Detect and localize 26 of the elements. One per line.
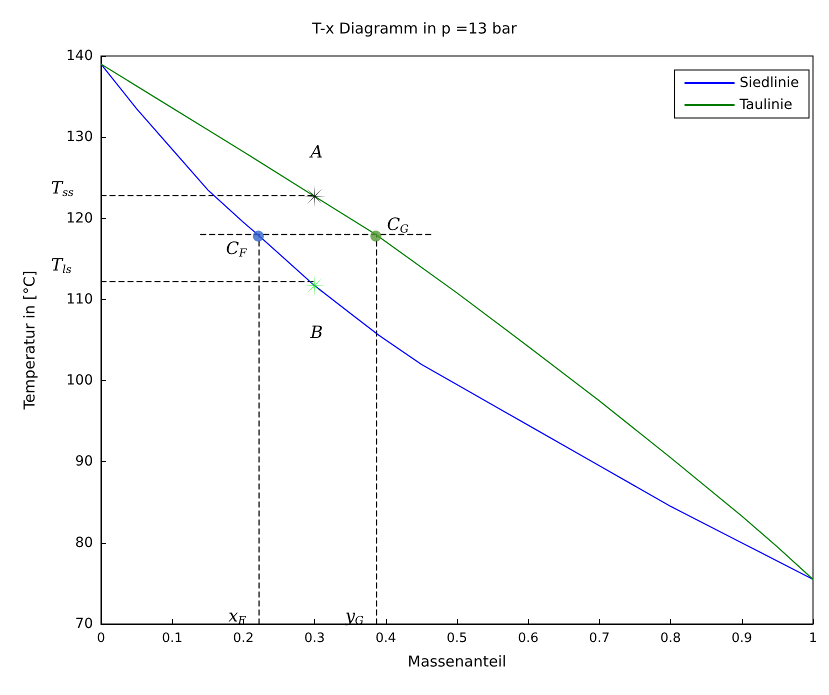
x-tick-label: 0.2 bbox=[233, 631, 254, 646]
legend-label: Siedlinie bbox=[740, 75, 800, 91]
x-tick-label: 1 bbox=[808, 631, 818, 646]
x-tick-label: 0.9 bbox=[731, 631, 752, 646]
y-tick-label: 130 bbox=[66, 129, 93, 146]
y-tick-label: 100 bbox=[66, 372, 93, 389]
x-tick-label: 0.1 bbox=[162, 631, 183, 646]
x-tick-label: 0 bbox=[96, 631, 106, 646]
annotation: A bbox=[308, 142, 323, 162]
annotation: B bbox=[309, 323, 323, 344]
x-tick-label: 0.5 bbox=[446, 631, 468, 646]
y-tick-label: 110 bbox=[66, 291, 93, 308]
x-tick-label: 0.7 bbox=[589, 631, 610, 646]
y-tick-label: 90 bbox=[75, 454, 93, 470]
x-axis-title: Massenanteil bbox=[408, 652, 506, 670]
x-tick-label: 0.3 bbox=[304, 631, 325, 646]
chart-title: T-x Diagramm in p =13 bar bbox=[311, 20, 518, 38]
x-tick-label: 0.6 bbox=[518, 631, 539, 646]
y-tick-label: 120 bbox=[66, 210, 93, 226]
y-tick-label: 140 bbox=[66, 48, 93, 64]
legend-label: Taulinie bbox=[738, 97, 792, 113]
y-axis-title: Temperatur in [°C] bbox=[20, 270, 38, 411]
x-tick-label: 0.8 bbox=[660, 631, 681, 646]
y-tick-label: 70 bbox=[75, 616, 93, 632]
x-tick-label: 0.4 bbox=[375, 631, 396, 646]
y-tick-label: 80 bbox=[75, 534, 93, 551]
